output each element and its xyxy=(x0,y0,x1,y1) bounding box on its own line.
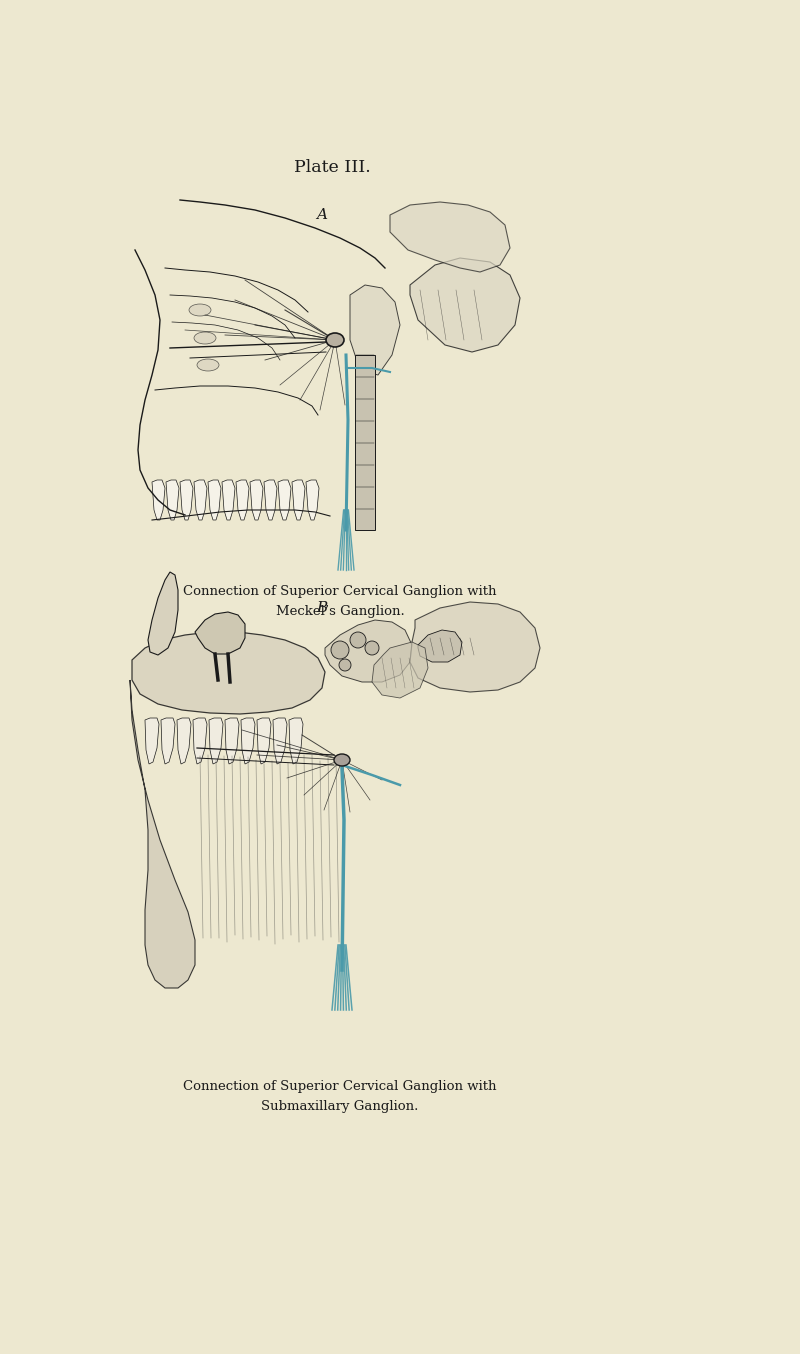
Polygon shape xyxy=(257,718,271,764)
Polygon shape xyxy=(418,630,462,662)
Polygon shape xyxy=(148,571,178,655)
Polygon shape xyxy=(152,481,165,520)
Polygon shape xyxy=(225,718,239,764)
Text: Connection of Superior Cervical Ganglion with
Meckel’s Ganglion.: Connection of Superior Cervical Ganglion… xyxy=(183,585,497,617)
Polygon shape xyxy=(241,718,255,764)
Ellipse shape xyxy=(197,359,219,371)
Polygon shape xyxy=(273,718,287,764)
Circle shape xyxy=(331,640,349,659)
Polygon shape xyxy=(250,481,263,520)
Polygon shape xyxy=(132,632,325,714)
Polygon shape xyxy=(306,481,319,520)
Polygon shape xyxy=(209,718,223,764)
Polygon shape xyxy=(145,718,159,764)
Polygon shape xyxy=(410,259,520,352)
Polygon shape xyxy=(325,620,412,682)
Bar xyxy=(355,355,375,529)
Polygon shape xyxy=(410,603,540,692)
Ellipse shape xyxy=(326,333,344,347)
Polygon shape xyxy=(222,481,235,520)
Polygon shape xyxy=(372,642,428,699)
Polygon shape xyxy=(195,612,245,654)
Ellipse shape xyxy=(194,332,216,344)
Polygon shape xyxy=(292,481,305,520)
Polygon shape xyxy=(208,481,221,520)
Polygon shape xyxy=(390,202,510,272)
Circle shape xyxy=(339,659,351,672)
Circle shape xyxy=(350,632,366,649)
Polygon shape xyxy=(161,718,175,764)
Ellipse shape xyxy=(334,754,350,766)
Polygon shape xyxy=(130,680,195,988)
Circle shape xyxy=(365,640,379,655)
Polygon shape xyxy=(264,481,277,520)
Polygon shape xyxy=(166,481,179,520)
Polygon shape xyxy=(350,284,400,375)
Ellipse shape xyxy=(189,305,211,315)
Polygon shape xyxy=(177,718,191,764)
Polygon shape xyxy=(236,481,249,520)
Polygon shape xyxy=(278,481,291,520)
Text: B: B xyxy=(316,601,328,615)
Polygon shape xyxy=(194,481,207,520)
Text: Plate III.: Plate III. xyxy=(294,160,370,176)
Polygon shape xyxy=(193,718,207,764)
Text: Connection of Superior Cervical Ganglion with
Submaxillary Ganglion.: Connection of Superior Cervical Ganglion… xyxy=(183,1080,497,1113)
Text: A: A xyxy=(317,209,327,222)
Polygon shape xyxy=(180,481,193,520)
Polygon shape xyxy=(289,718,303,764)
